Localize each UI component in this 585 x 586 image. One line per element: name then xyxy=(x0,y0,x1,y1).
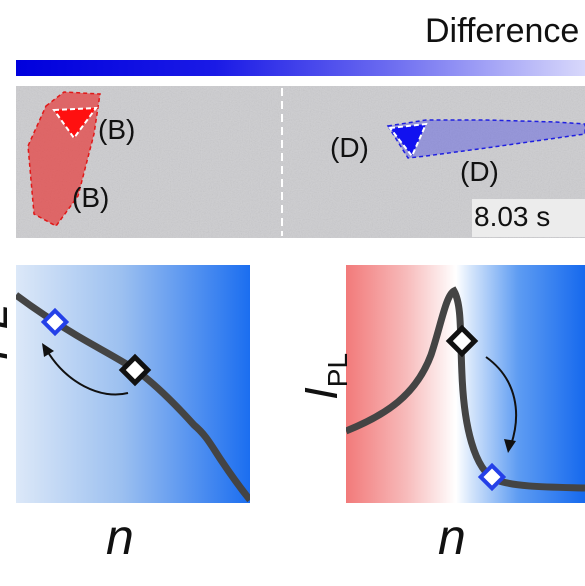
label-b-bottom: (B) xyxy=(72,182,110,213)
right-arrow-head xyxy=(504,439,516,453)
right-curve xyxy=(346,286,585,492)
left-arrow-head xyxy=(42,343,54,357)
right-plot xyxy=(346,286,585,492)
label-d-right: (D) xyxy=(460,156,499,187)
right-x-label: n xyxy=(438,509,466,565)
blue-flake-region xyxy=(388,120,585,158)
red-flake-outline xyxy=(27,91,101,227)
label-b-top: (B) xyxy=(98,114,136,145)
timestamp: 8.03 s xyxy=(474,201,551,232)
left-blue-marker xyxy=(40,307,70,337)
right-black-marker xyxy=(445,324,479,358)
red-triangle xyxy=(52,106,99,140)
right-y-label-sub: PL xyxy=(322,352,354,388)
blue-triangle xyxy=(388,122,428,158)
right-arrow xyxy=(485,356,517,446)
right-blue-marker xyxy=(477,462,507,492)
timestamp-box xyxy=(472,199,585,237)
left-x-label: n xyxy=(106,509,134,565)
left-curve xyxy=(16,292,250,503)
right-plot-panel xyxy=(346,265,585,503)
left-black-marker xyxy=(118,353,152,387)
right-y-label: IPL xyxy=(294,353,354,400)
colorbar-title: Difference xyxy=(425,12,580,50)
left-plot-panel xyxy=(16,265,250,503)
left-y-label: PL xyxy=(0,304,18,360)
micrograph-image xyxy=(16,86,585,238)
right-y-label-main: I xyxy=(295,387,347,400)
left-arrow xyxy=(45,348,129,396)
micrograph: (B) (B) (D) (D) xyxy=(16,86,585,238)
left-y-label-text: PL xyxy=(0,303,17,360)
label-d-left: (D) xyxy=(330,132,369,163)
colorbar xyxy=(16,60,585,76)
left-plot xyxy=(16,292,250,503)
